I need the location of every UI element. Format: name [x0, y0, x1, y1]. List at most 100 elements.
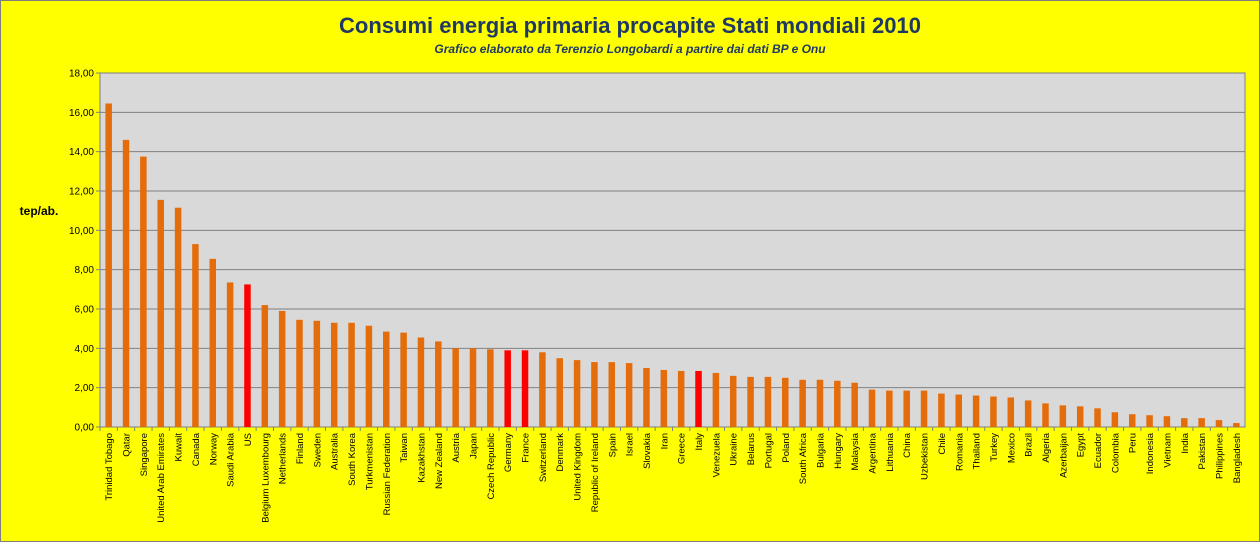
bar-south-korea: [348, 322, 355, 427]
bar-indonesia: [1146, 415, 1153, 427]
bar-new-zealand: [435, 341, 442, 427]
bar-spain: [608, 362, 616, 427]
bar-azerbaijan: [1059, 405, 1067, 427]
x-tick-label: Republic of Ireland: [590, 433, 601, 512]
bar-chile: [938, 393, 945, 427]
bar-kuwait: [174, 207, 182, 427]
bar-portugal: [764, 376, 772, 427]
bar-australia: [330, 322, 338, 427]
bar-turkmenistan: [365, 325, 373, 427]
x-tick-label: Norway: [208, 433, 219, 465]
bar-kazakhstan: [417, 337, 425, 427]
x-tick-label: Israel: [625, 433, 636, 456]
x-tick-label: Thailand: [972, 433, 983, 469]
x-tick-label: Czech Republic: [486, 433, 497, 500]
x-tick-label: Japan: [468, 433, 479, 459]
x-tick-label: Ukraine: [729, 433, 740, 466]
gridlines: [100, 72, 1245, 389]
x-tick-label: Venezuela: [711, 432, 722, 477]
bar-united-arab-emirates: [157, 199, 164, 427]
x-tick-label: Slovakia: [642, 432, 653, 469]
x-axis-ticks: Trinidad Tobago Qatar Singapore United Arab…: [99, 427, 1243, 523]
bar-ukraine: [729, 375, 737, 427]
bar-taiwan: [400, 332, 407, 427]
bar-hungary: [834, 380, 841, 427]
x-tick-label: Russian Federation: [382, 433, 393, 515]
y-tick-label: 10,00: [69, 226, 94, 237]
bar-colombia: [1111, 412, 1119, 427]
x-tick-label: Philippines: [1214, 433, 1225, 479]
bar-china: [903, 390, 910, 427]
bar-us: [244, 284, 251, 427]
bar-bangladesh: [1233, 423, 1240, 427]
x-tick-label: China: [902, 432, 913, 458]
x-tick-label: Spain: [607, 433, 618, 457]
bar-romania: [955, 394, 962, 427]
x-tick-label: Turkmenistan: [364, 433, 375, 490]
x-tick-label: Hungary: [833, 433, 844, 469]
bar-pakistan: [1198, 418, 1205, 427]
bar-italy: [695, 370, 702, 427]
y-tick-label: 12,00: [69, 187, 94, 198]
bar-india: [1181, 418, 1188, 427]
x-tick-label: Peru: [1128, 433, 1139, 453]
bar-netherlands: [278, 310, 286, 427]
x-tick-label: Trinidad Tobago: [104, 433, 115, 501]
x-tick-label: Romania: [954, 432, 965, 471]
bar-austria: [452, 348, 459, 427]
x-tick-label: France: [521, 433, 532, 463]
bar-greece: [677, 370, 685, 427]
bar-brazil: [1024, 400, 1032, 427]
x-tick-label: Kuwait: [174, 433, 185, 462]
bar-slovakia: [643, 368, 650, 427]
bar-sweden: [313, 320, 321, 427]
x-tick-label: Denmark: [555, 433, 566, 472]
bar-saudi-arabia: [226, 282, 234, 427]
x-tick-label: Pakistan: [1197, 433, 1208, 469]
y-tick-label: 6,00: [75, 305, 95, 316]
x-tick-label: Azerbaijan: [1058, 433, 1069, 478]
x-tick-label: South Korea: [347, 432, 358, 486]
x-tick-label: Belarus: [746, 433, 757, 465]
bar-poland: [782, 377, 789, 427]
x-tick-label: Canada: [191, 432, 202, 466]
x-tick-label: Vietnam: [1162, 433, 1173, 468]
x-tick-label: Finland: [295, 433, 306, 464]
y-tick-label: 8,00: [75, 265, 95, 276]
x-tick-label: Brazil: [1024, 433, 1035, 457]
y-tick-label: 0,00: [75, 423, 95, 434]
x-tick-label: Germany: [503, 433, 514, 472]
chart-title: Consumi energia primaria procapite Stati…: [339, 13, 921, 38]
bar-iran: [660, 369, 668, 427]
bar-united-kingdom: [573, 360, 581, 427]
bar-belarus: [747, 376, 754, 427]
x-tick-label: Austria: [451, 432, 462, 462]
x-tick-label: Kazakhstan: [416, 433, 427, 483]
bar-denmark: [556, 358, 563, 427]
chart-subtitle: Grafico elaborato da Terenzio Longobardi…: [434, 42, 826, 56]
y-tick-label: 2,00: [75, 383, 95, 394]
x-tick-label: Indonesia: [1145, 432, 1156, 474]
bar-france: [521, 350, 529, 427]
x-tick-label: Poland: [781, 433, 792, 463]
x-tick-label: Bangladesh: [1232, 433, 1243, 483]
bar-norway: [209, 258, 217, 427]
bar-thailand: [972, 395, 980, 427]
bar-argentina: [868, 389, 876, 427]
x-tick-label: United Kingdom: [573, 433, 584, 501]
bar-japan: [469, 348, 477, 427]
bar-finland: [296, 319, 303, 427]
x-tick-label: Iran: [659, 433, 670, 449]
x-tick-label: Ecuador: [1093, 433, 1104, 468]
x-tick-label: Uzbekistan: [920, 433, 931, 480]
bars: [105, 103, 1240, 428]
x-tick-label: Lithuania: [885, 432, 896, 471]
bar-uzbekistan: [920, 390, 928, 427]
x-tick-label: Sweden: [312, 433, 323, 467]
y-axis-ticks: 0,00 2,00 4,00 6,00 8,00 10,00 12,00 14,00 16,00…: [69, 69, 100, 434]
bar-bulgaria: [816, 379, 824, 427]
bar-south-africa: [799, 379, 806, 427]
y-tick-label: 14,00: [69, 147, 94, 158]
x-tick-label: Taiwan: [399, 433, 410, 463]
